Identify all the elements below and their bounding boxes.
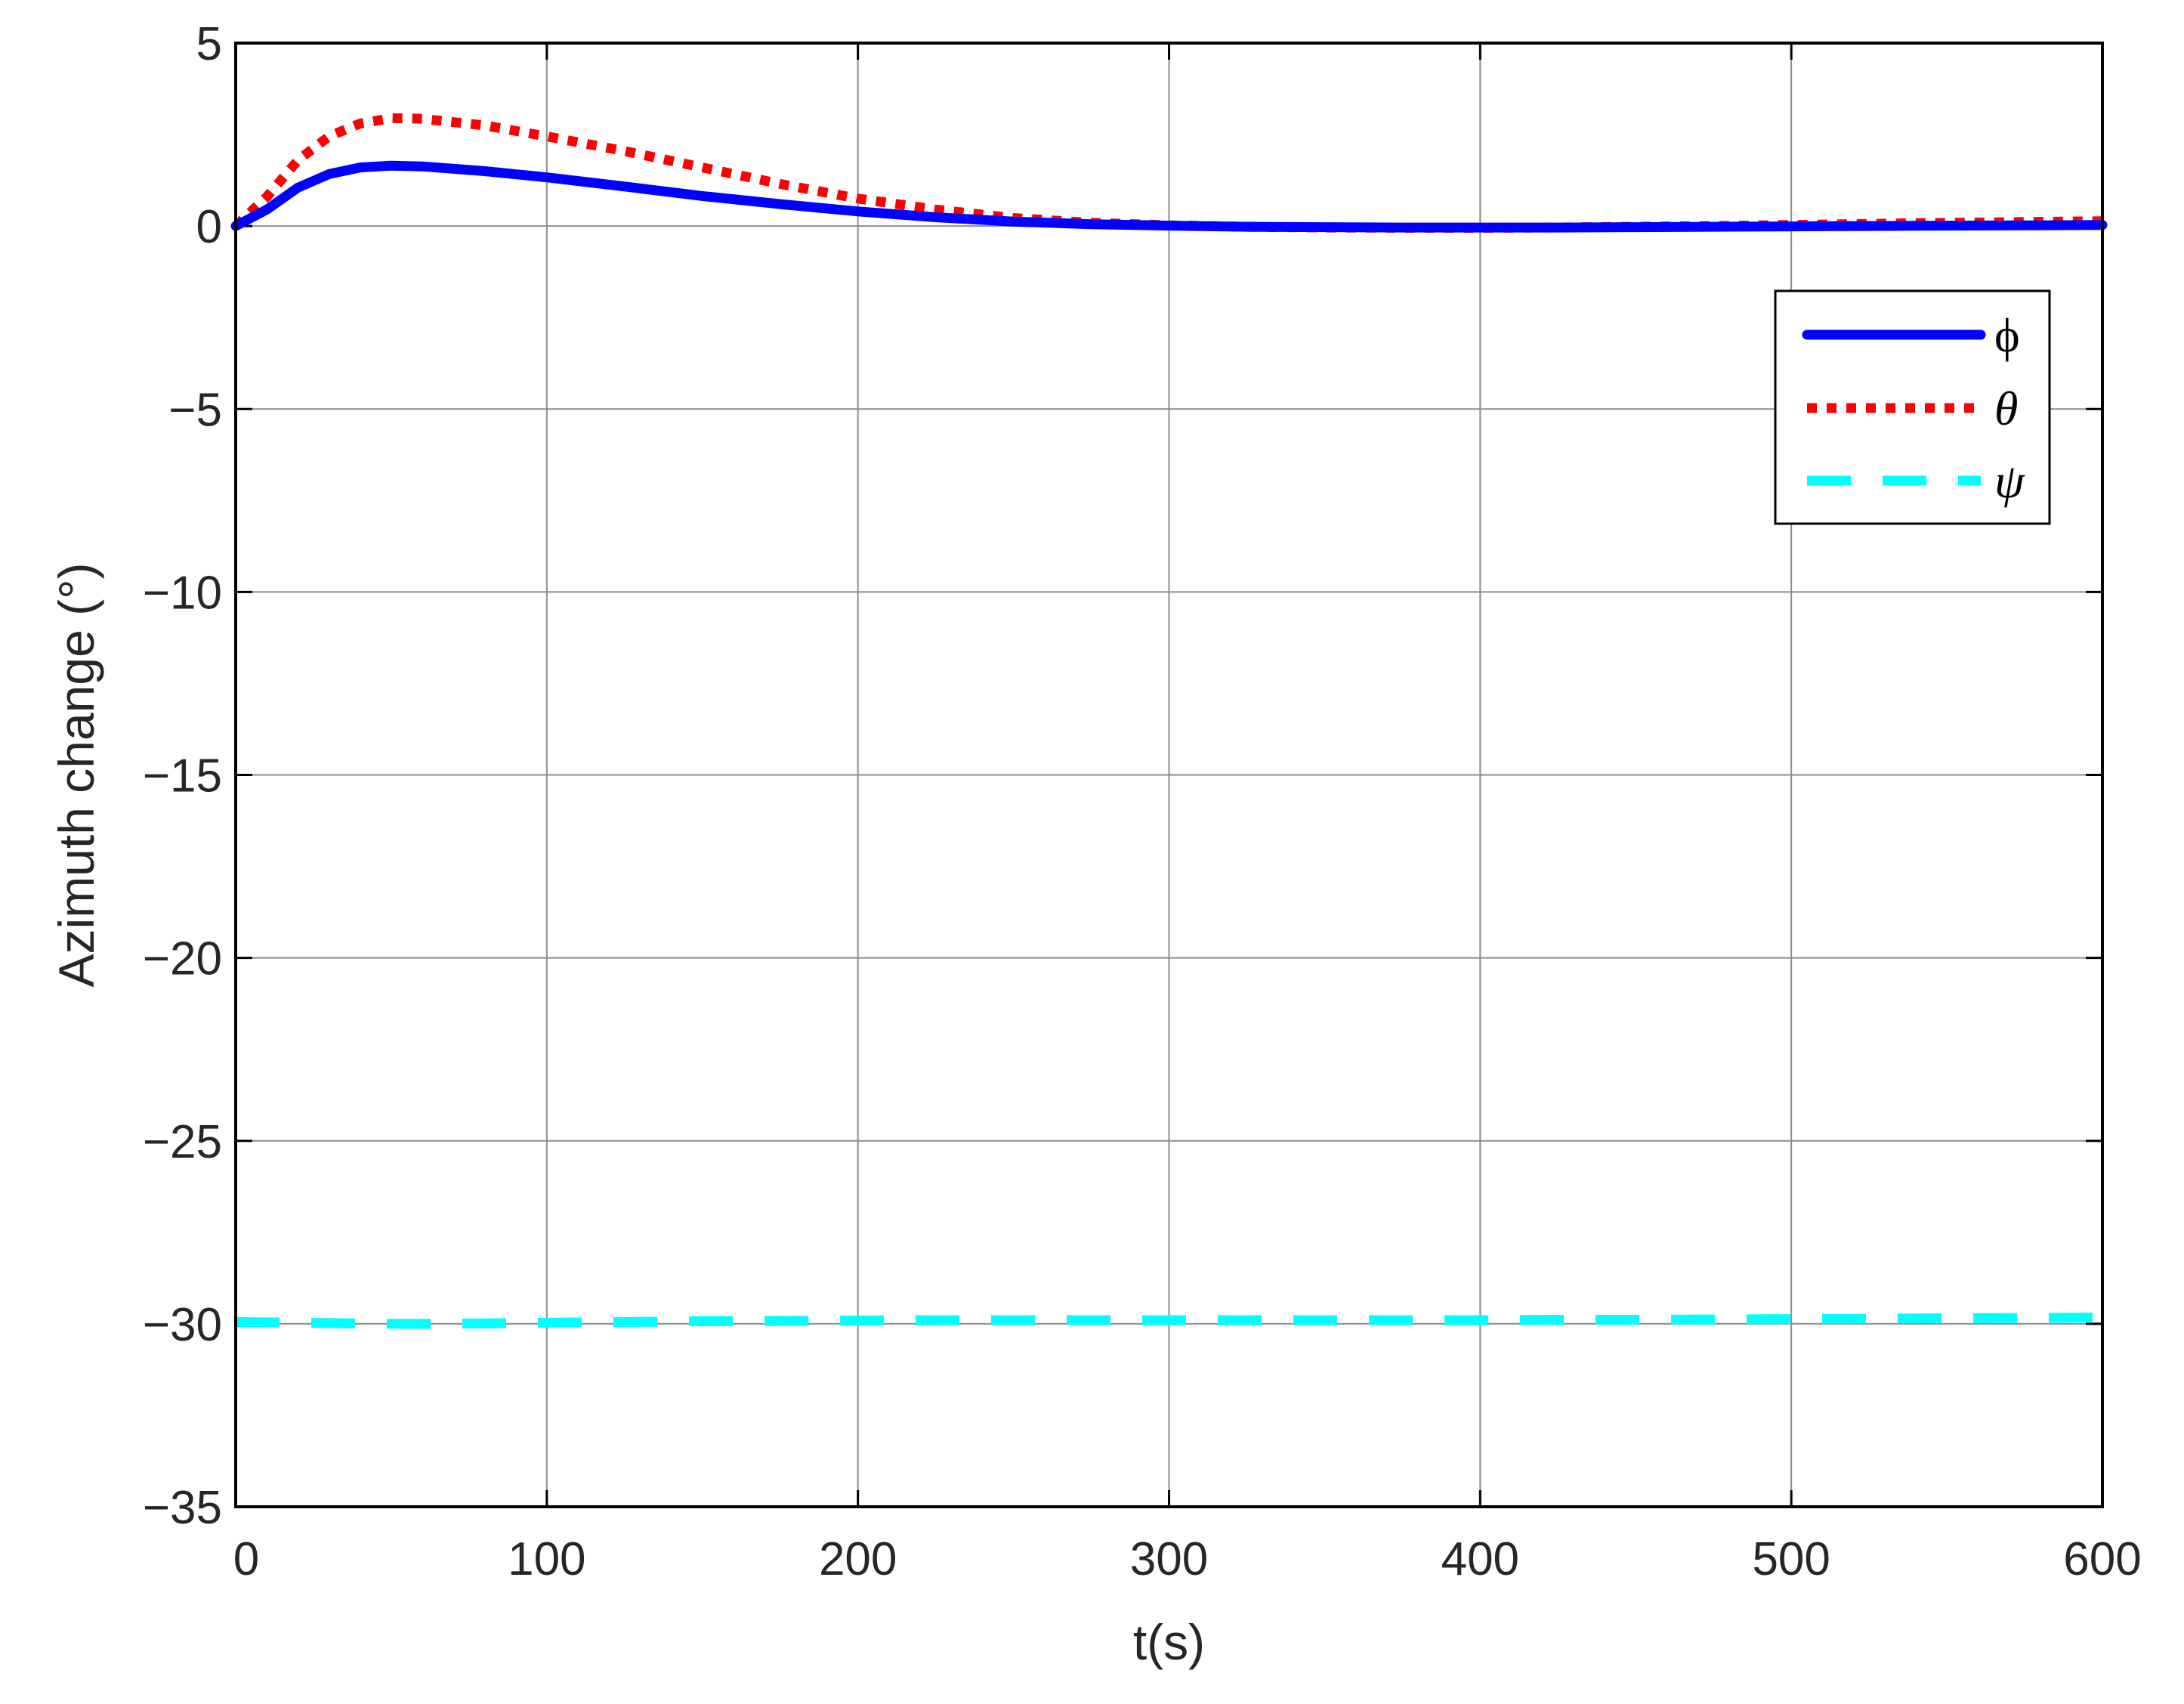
- x-tick-label: 500: [1752, 1533, 1830, 1585]
- x-tick-label: 100: [508, 1533, 585, 1585]
- legend: ϕ θ ψ: [1774, 289, 2051, 525]
- y-tick-label: −25: [143, 1116, 222, 1168]
- x-tick-label: 300: [1130, 1533, 1208, 1585]
- legend-label-phi: ϕ: [1994, 308, 2020, 362]
- series-phi-line: [230, 160, 2108, 233]
- x-axis-title: t(s): [1133, 1614, 1205, 1670]
- legend-label-psi: ψ: [1994, 454, 2025, 508]
- x-tick-label: 400: [1441, 1533, 1519, 1585]
- data-series: [230, 113, 2108, 1329]
- x-tick-label: 600: [2063, 1533, 2141, 1585]
- y-tick-label: −5: [168, 384, 222, 436]
- y-tick-labels: 5 0 −5 −10 −15 −20 −25 −30 −35: [143, 18, 222, 1534]
- y-tick-label: −35: [143, 1482, 222, 1534]
- x-tick-label: 200: [819, 1533, 897, 1585]
- y-tick-label: −30: [143, 1299, 222, 1351]
- grid-lines: [235, 42, 2103, 1508]
- series-psi-line: [235, 1313, 2103, 1329]
- y-tick-label: −20: [143, 933, 222, 985]
- legend-label-theta: θ: [1994, 382, 2018, 435]
- y-tick-label: 0: [196, 201, 222, 253]
- y-axis-title: Azimuth change (°): [48, 563, 104, 988]
- x-tick-labels: 0 100 200 300 400 500 600: [233, 1533, 2142, 1585]
- plot-frame: [234, 42, 2104, 1508]
- y-tick-label: −15: [143, 750, 222, 803]
- y-tick-label: −10: [143, 567, 222, 619]
- y-tick-label: 5: [196, 18, 222, 70]
- x-tick-label: 0: [233, 1533, 259, 1585]
